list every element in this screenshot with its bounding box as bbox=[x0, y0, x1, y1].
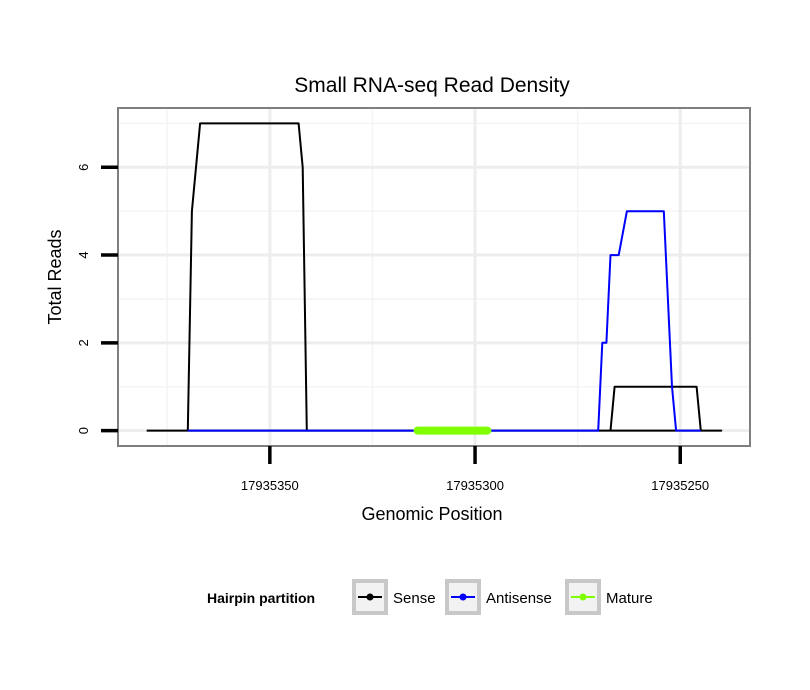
chart-title: Small RNA-seq Read Density bbox=[294, 74, 570, 97]
x-tick-label: 17935300 bbox=[446, 478, 504, 493]
series-layer bbox=[146, 122, 723, 435]
y-tick-label: 4 bbox=[76, 251, 91, 258]
legend-title: Hairpin partition bbox=[207, 590, 315, 606]
y-axis-label: Total Reads bbox=[45, 229, 65, 324]
y-axis: 0 2 4 6 bbox=[76, 164, 118, 434]
legend-key-marker bbox=[579, 593, 587, 601]
y-tick-label: 2 bbox=[76, 339, 91, 346]
legend-label-sense: Sense bbox=[393, 590, 436, 607]
legend-key-marker bbox=[459, 593, 467, 601]
legend-key-marker bbox=[366, 593, 374, 601]
legend: Hairpin partition Sense Antisense Mature bbox=[207, 579, 653, 615]
series-antisense-line bbox=[187, 210, 701, 432]
x-tick-label: 17935250 bbox=[651, 478, 709, 493]
x-axis-label: Genomic Position bbox=[361, 504, 502, 524]
x-tick-label: 17935350 bbox=[241, 478, 299, 493]
x-axis: 17935350 17935300 17935250 bbox=[241, 446, 709, 493]
series-sense-line bbox=[146, 122, 723, 432]
y-tick-label: 6 bbox=[76, 164, 91, 171]
legend-label-mature: Mature bbox=[606, 590, 653, 607]
legend-label-antisense: Antisense bbox=[486, 590, 552, 607]
y-tick-label: 0 bbox=[76, 427, 91, 434]
plot-panel bbox=[117, 107, 751, 447]
